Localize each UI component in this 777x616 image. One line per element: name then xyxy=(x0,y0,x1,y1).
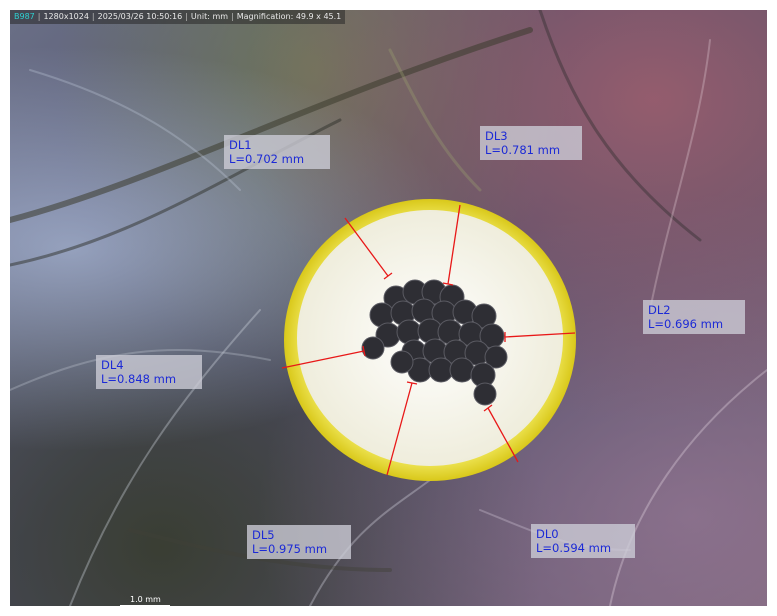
datetime-text: 2025/03/26 10:50:16 xyxy=(97,12,183,21)
unit-text: Unit: mm xyxy=(190,12,229,21)
measure-line-dl4 xyxy=(281,345,366,369)
conductor-strand-cluster xyxy=(361,279,508,406)
measurement-name: DL1 xyxy=(229,138,252,152)
measure-line-dl3 xyxy=(442,204,461,286)
measurement-label-dl5[interactable]: DL5 L=0.975 mm xyxy=(247,525,351,559)
measure-line-dl5 xyxy=(386,381,418,476)
measurement-length: L=0.696 mm xyxy=(648,317,724,331)
measure-line-dl2 xyxy=(504,332,576,342)
measurement-label-dl3[interactable]: DL3 L=0.781 mm xyxy=(480,126,582,160)
resolution-text: 1280x1024 xyxy=(43,12,89,21)
measurement-length: L=0.594 mm xyxy=(536,541,612,555)
image-info-bar: B987 | 1280x1024 | 2025/03/26 10:50:16 | Unit:… xyxy=(10,10,346,24)
measurement-label-dl4[interactable]: DL4 L=0.848 mm xyxy=(96,355,202,389)
measurement-name: DL4 xyxy=(101,358,124,372)
measurement-name: DL2 xyxy=(648,303,671,317)
cable-cross-section-image xyxy=(10,10,767,606)
measurement-label-dl0[interactable]: DL0 L=0.594 mm xyxy=(531,524,635,558)
measurement-lines xyxy=(281,204,576,476)
measure-line-dl0 xyxy=(483,404,519,463)
measurement-name: DL0 xyxy=(536,527,559,541)
magnification-text: Magnification: 49.9 x 45.1 xyxy=(236,12,342,21)
measure-line-dl1 xyxy=(344,217,393,280)
measurement-name: DL3 xyxy=(485,129,508,143)
measurement-length: L=0.702 mm xyxy=(229,152,305,166)
measurement-length: L=0.848 mm xyxy=(101,372,177,386)
measurement-label-dl1[interactable]: DL1 L=0.702 mm xyxy=(224,135,330,169)
scale-bar-label: 1.0 mm xyxy=(130,595,161,604)
measurement-length: L=0.781 mm xyxy=(485,143,561,157)
camera-id: B987 xyxy=(14,12,35,21)
measurement-length: L=0.975 mm xyxy=(252,542,328,556)
measurement-label-dl2[interactable]: DL2 L=0.696 mm xyxy=(643,300,745,334)
microscope-image-viewer: B987 | 1280x1024 | 2025/03/26 10:50:16 | Unit:… xyxy=(10,10,767,606)
measurement-name: DL5 xyxy=(252,528,275,542)
